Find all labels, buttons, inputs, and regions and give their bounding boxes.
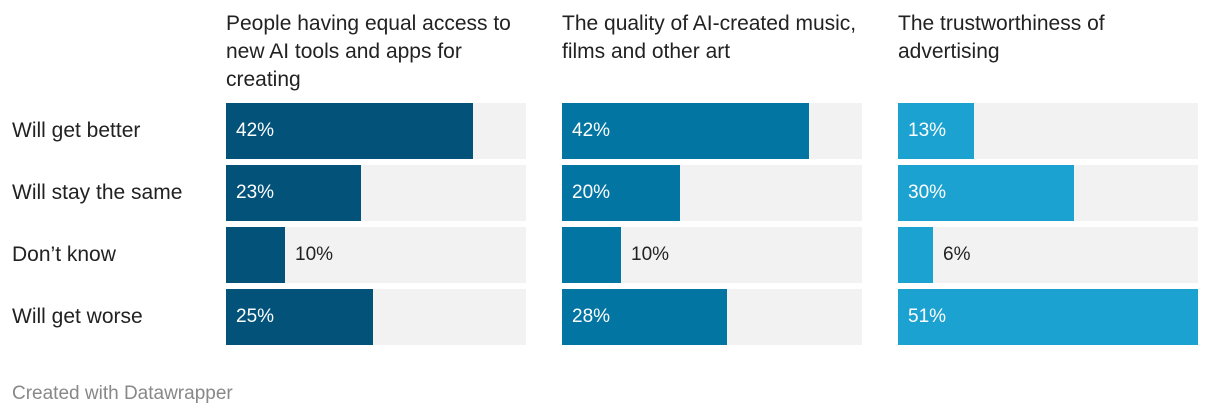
bar[interactable] [898,289,1198,345]
bar[interactable] [226,227,285,283]
bar[interactable] [898,165,1074,221]
bar[interactable] [562,289,727,345]
data-label: 10% [295,244,334,265]
data-label: 23% [236,182,275,203]
data-label: 13% [908,120,947,141]
footer-credit[interactable]: Created with Datawrapper [12,383,233,404]
panel-title: The trustworthiness of advertising [898,12,1105,63]
data-label: 51% [908,306,947,327]
data-label: 25% [236,306,275,327]
row-label: Will stay the same [12,181,183,204]
data-label: 20% [572,182,611,203]
data-label: 6% [943,244,971,265]
row-label: Will get better [12,119,141,142]
bar[interactable] [562,165,680,221]
bar[interactable] [226,165,361,221]
bar[interactable] [898,227,933,283]
panel-title: The quality of AI-created music, films a… [562,12,857,63]
bar[interactable] [226,103,473,159]
panel-title: People having equal access to new AI too… [226,12,511,91]
row-label: Don’t know [12,243,116,266]
bar[interactable] [226,289,373,345]
bar[interactable] [562,227,621,283]
bar[interactable] [898,103,974,159]
data-label: 42% [572,120,611,141]
data-label: 28% [572,306,611,327]
row-label: Will get worse [12,305,143,328]
bar-track [898,227,1198,283]
data-label: 10% [631,244,670,265]
data-label: 42% [236,120,275,141]
data-label: 30% [908,182,947,203]
bar[interactable] [562,103,809,159]
